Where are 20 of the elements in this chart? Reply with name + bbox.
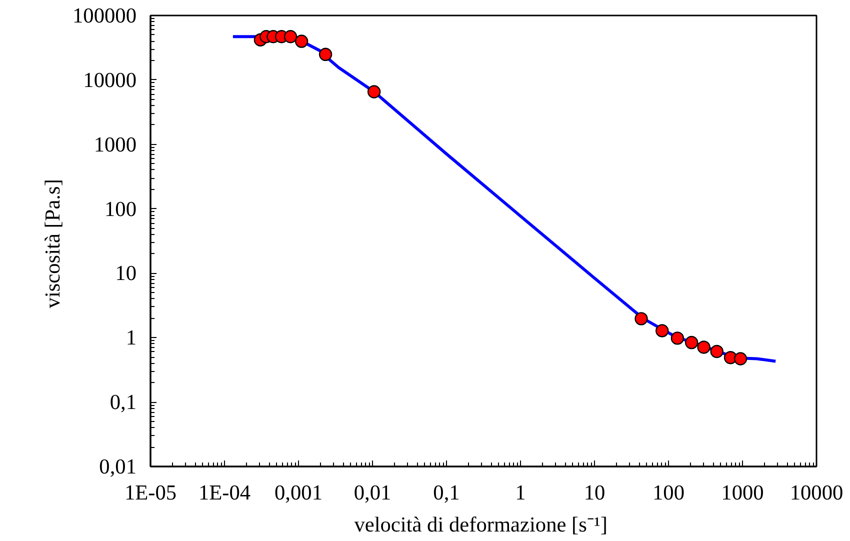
y-tick-label: 100 — [104, 196, 137, 221]
x-tick-label: 1E-04 — [198, 480, 251, 504]
x-tick-label: 0,01 — [354, 480, 392, 504]
x-tick-label: 1E-05 — [124, 480, 177, 504]
y-tick-label: 0,01 — [99, 454, 137, 478]
y-tick-label: 0,1 — [110, 390, 137, 414]
x-tick-label: 0,001 — [274, 480, 323, 504]
y-tick-label: 1 — [126, 326, 137, 350]
x-tick-label: 10 — [584, 480, 606, 504]
y-axis-title: viscosità [Pa.s] — [40, 179, 65, 308]
x-axis-title: velocità di deformazione [s⁻¹] — [354, 512, 608, 536]
x-tick-label: 1000 — [721, 480, 764, 504]
y-tick-label: 10000 — [83, 68, 137, 92]
x-tick-label: 1 — [515, 480, 526, 504]
y-tick-label: 1000 — [94, 132, 136, 156]
y-tick-label: 10 — [115, 261, 136, 286]
x-tick-label: 10000 — [790, 480, 844, 504]
x-tick-label: 0,1 — [433, 480, 460, 504]
y-tick-label: 100000 — [72, 4, 136, 28]
x-tick-label: 100 — [652, 480, 685, 504]
